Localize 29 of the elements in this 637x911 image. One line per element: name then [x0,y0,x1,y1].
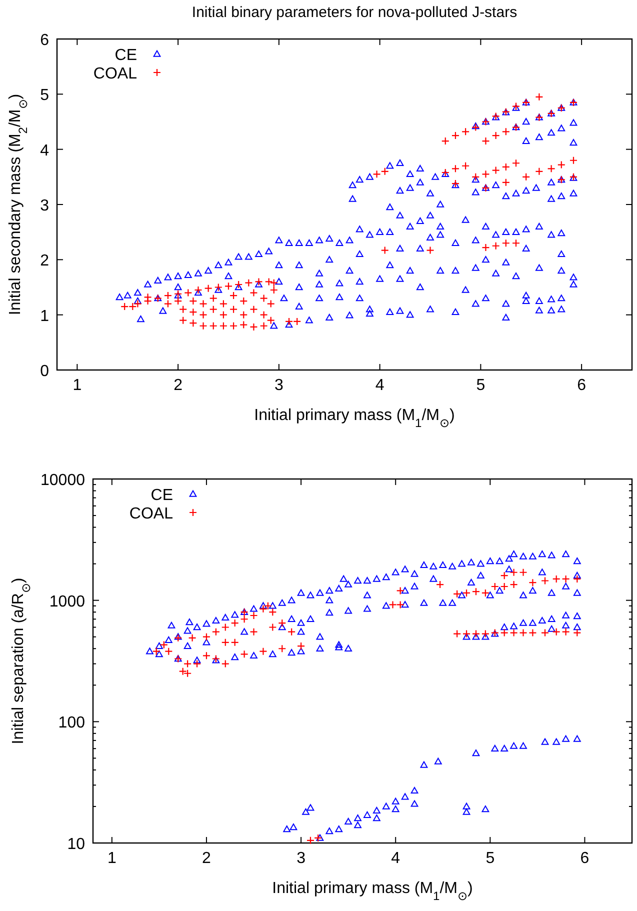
y-tick-label: 3 [40,198,50,214]
y-tick-label: 6 [40,32,50,49]
y-tick-label: 1000 [49,593,86,610]
x-axis-title: Initial primary mass (M$_{1}$/M$_{⊙}$) [272,880,473,903]
x-tick-label: 4 [391,850,400,867]
x-tick-label: 6 [577,377,586,394]
y-tick-label: 2 [40,252,50,270]
x-tick-label: 2 [202,850,212,867]
x-tick-label: 1 [107,850,116,867]
legend-label: CE [114,47,137,64]
y-tick-label: 10000 [40,472,86,489]
x-tick-label: 3 [274,377,284,394]
legend-label: COAL [93,66,138,82]
x-tick-label: 2 [174,377,183,394]
legend-label: COAL [129,506,174,522]
y-tick-label: 10 [67,836,86,853]
x-tick-label: 5 [486,850,495,867]
y-tick-label: 1 [40,308,50,325]
x-tick-label: 6 [580,850,590,867]
x-tick-label: 4 [375,377,384,394]
legend-label: CE [150,487,173,504]
x-tick-label: 3 [296,850,306,867]
y-tick-label: 4 [40,142,50,160]
x-axis-title: Initial primary mass (M$_{1}$/M$_{⊙}$) [254,407,455,430]
chart-title: Initial binary parameters for nova-polluted J-stars [192,4,518,21]
y-tick-label: 100 [58,714,86,732]
x-tick-label: 5 [476,377,486,394]
y-tick-label: 0 [40,363,50,380]
y-tick-label: 5 [40,87,50,104]
